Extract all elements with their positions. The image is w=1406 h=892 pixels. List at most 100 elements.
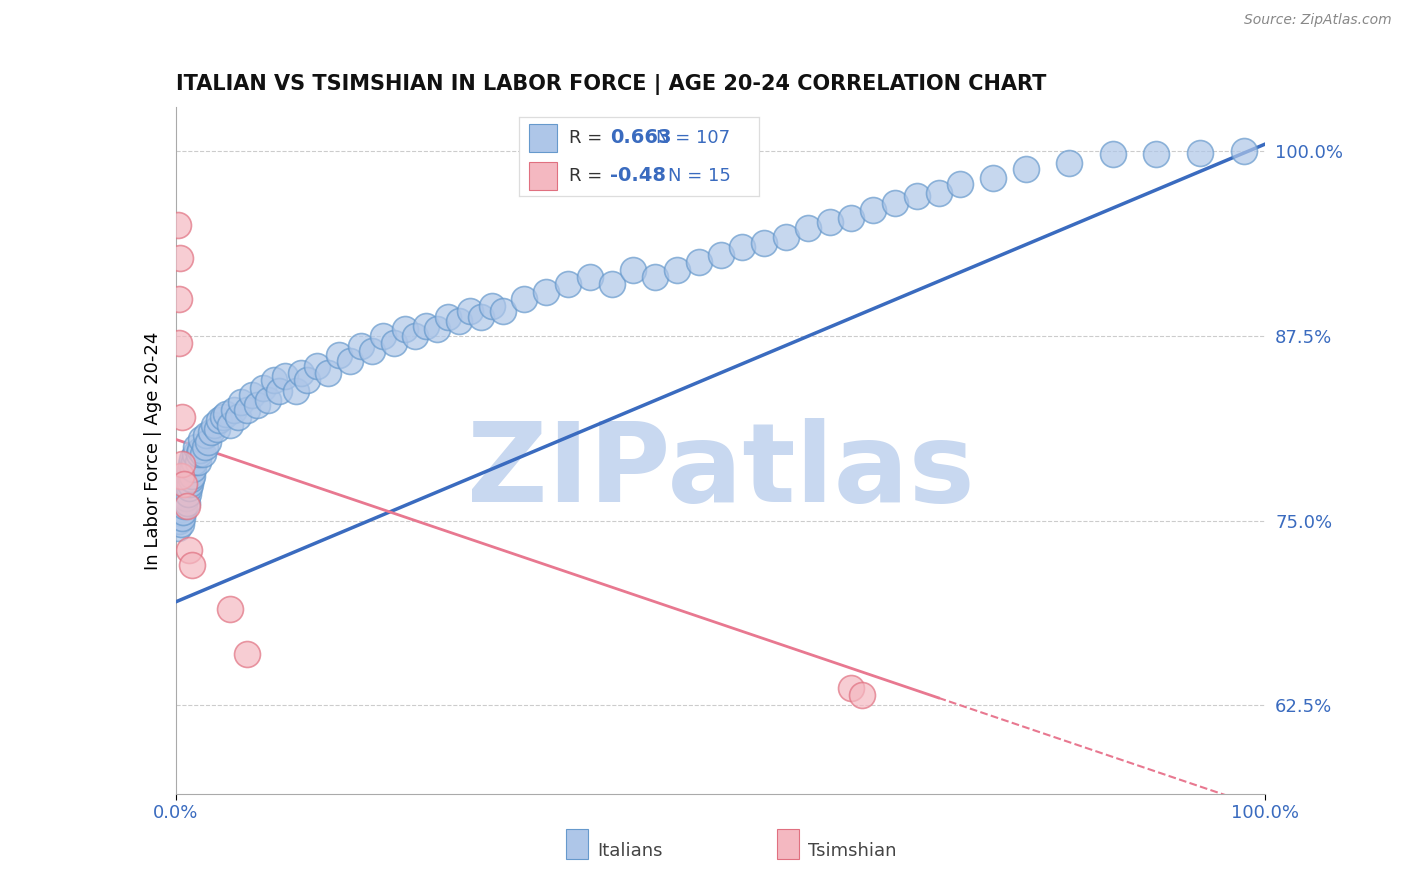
Point [731,240,754,254]
Point [1232,145,1256,159]
Point [222,402,245,417]
Point [426,321,449,335]
Point [179,476,201,491]
Point [928,186,950,200]
Point [197,435,219,450]
Point [174,476,197,491]
Point [172,458,194,472]
Point [205,422,228,436]
Point [841,681,863,695]
Point [181,462,204,476]
Point [177,487,200,501]
Point [269,384,291,398]
Point [1015,162,1038,177]
Point [600,277,623,292]
Point [167,514,190,528]
Point [170,516,193,531]
Point [169,251,191,265]
Point [252,381,274,395]
Point [710,248,733,262]
Point [231,395,253,409]
Point [235,402,257,417]
Point [186,440,208,454]
Point [437,310,460,324]
Point [177,481,200,495]
Point [492,304,515,318]
Point [621,262,644,277]
Point [180,472,202,486]
Point [194,440,217,454]
Point [169,506,191,520]
Point [188,442,211,457]
Point [180,458,202,472]
Point [181,558,204,572]
Point [190,433,212,447]
Y-axis label: In Labor Force | Age 20-24: In Labor Force | Age 20-24 [143,331,162,570]
Point [176,496,198,510]
Point [176,499,198,513]
Point [644,269,666,284]
Point [226,410,249,425]
Point [167,336,190,351]
Point [534,285,557,299]
Text: Source: ZipAtlas.com: Source: ZipAtlas.com [1244,13,1392,28]
Bar [529,161,557,190]
Text: ITALIAN VS TSIMSHIAN IN LABOR FORCE | AGE 20-24 CORRELATION CHART: ITALIAN VS TSIMSHIAN IN LABOR FORCE | AG… [176,74,1046,95]
Point [307,359,329,373]
Text: N = 15: N = 15 [668,167,731,185]
Text: R =: R = [569,128,603,147]
Point [318,366,340,380]
Point [167,499,190,513]
Point [246,398,269,412]
Point [170,487,193,501]
Point [557,277,579,292]
Point [284,384,307,398]
Point [200,425,222,439]
Point [513,292,536,306]
Point [405,329,427,343]
Point [195,428,218,442]
Point [172,505,194,519]
Point [187,447,209,461]
Text: 0.663: 0.663 [610,128,672,147]
Point [167,292,190,306]
Point [290,366,312,380]
Point [219,602,242,616]
Point [981,170,1004,185]
Point [371,329,394,343]
Point [481,300,503,314]
Point [360,343,382,358]
Point [350,339,373,353]
Point [173,499,195,513]
Point [1057,156,1080,170]
Point [818,215,841,229]
Point [754,235,776,250]
Bar [529,124,557,153]
Point [167,218,190,232]
Text: N = 107: N = 107 [655,128,730,147]
Point [177,543,200,558]
Point [208,413,231,427]
Point [905,188,928,202]
Point [415,318,437,333]
Point [688,255,710,269]
Point [394,321,416,335]
Point [215,407,238,421]
Point [862,203,884,218]
Point [263,373,285,387]
Point [202,417,225,432]
Point [274,368,297,383]
Point [172,496,194,510]
Point [579,269,602,284]
Point [796,221,818,235]
Point [841,211,863,225]
Point [1102,147,1125,161]
Point [211,410,233,425]
Point [382,336,405,351]
Text: R =: R = [569,167,603,185]
Point [170,469,193,483]
Point [295,373,318,387]
Point [172,510,194,524]
Text: Tsimshian: Tsimshian [808,842,896,860]
Point [174,491,197,506]
